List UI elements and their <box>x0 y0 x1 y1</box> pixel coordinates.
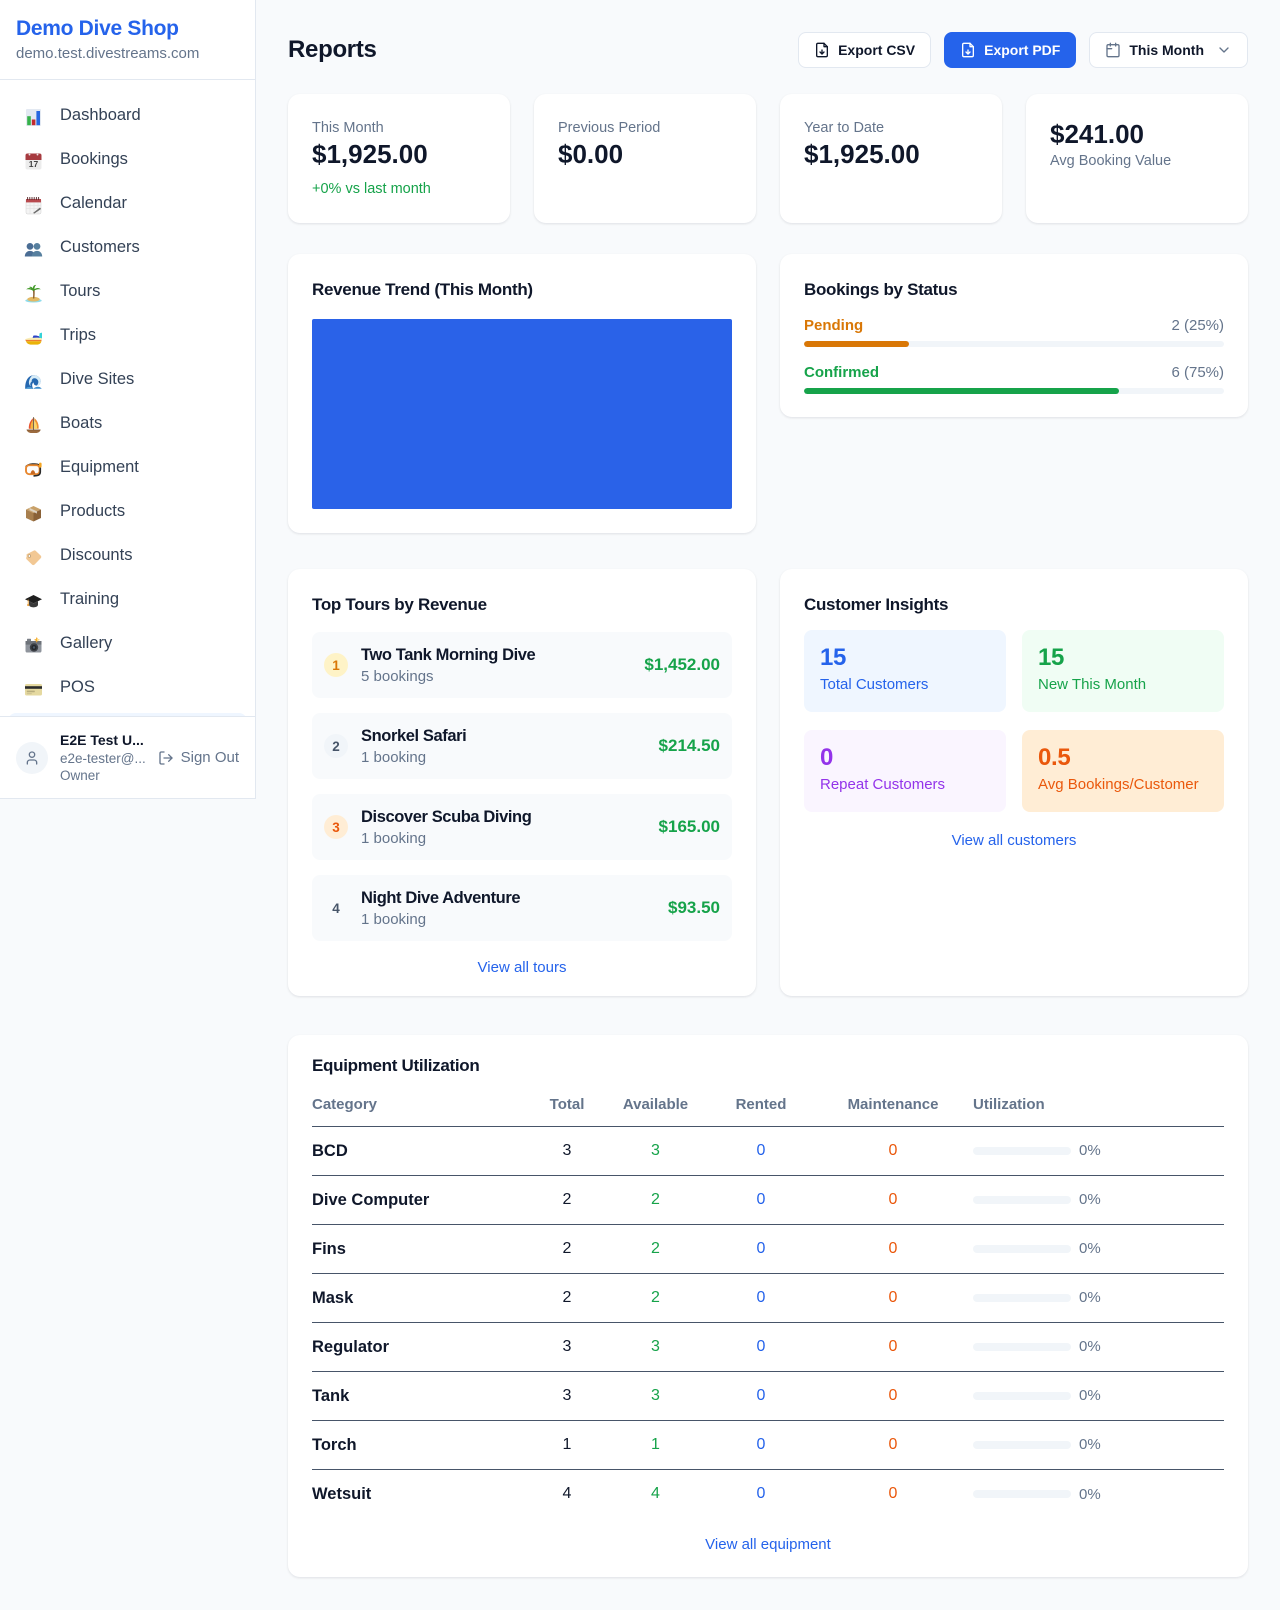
svg-text:17: 17 <box>29 159 39 169</box>
